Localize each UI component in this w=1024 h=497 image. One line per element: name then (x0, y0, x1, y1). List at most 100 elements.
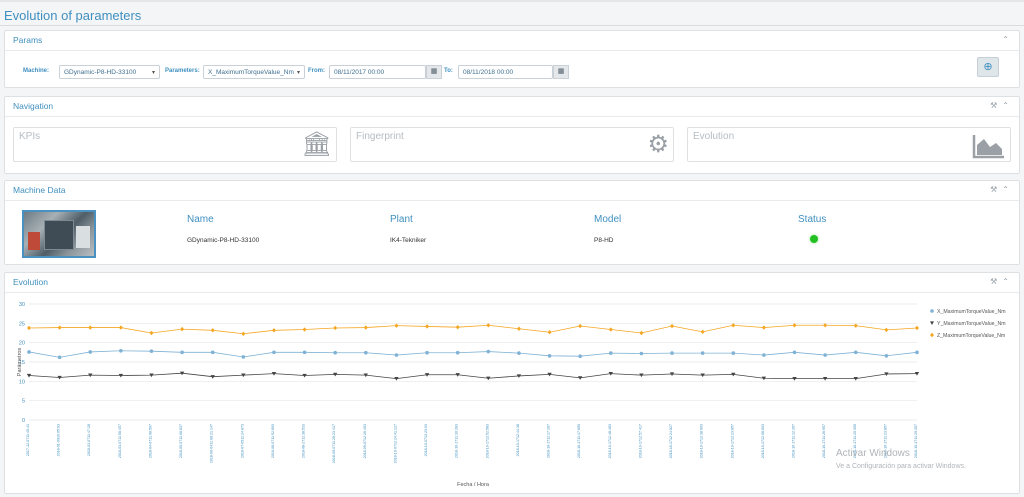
from-date-value: 08/11/2017 00:00 (334, 69, 385, 76)
data-point (210, 328, 215, 333)
wrench-icon[interactable]: ⚒ (990, 277, 998, 286)
params-header: Params ⌃ (5, 31, 1019, 51)
y-tick-label: 15 (19, 360, 25, 366)
data-point (731, 351, 736, 355)
evolution-chart: 0 5 10 15 20 25 30 2017-12-0711:45:41 2018-01-09… (17, 302, 1006, 488)
status-heading: Status (798, 214, 827, 225)
data-point (88, 350, 93, 354)
chevron-up-icon[interactable]: ⌃ (1002, 277, 1009, 286)
legend-label: X_MaximumTorqueValue_Nm (937, 309, 1006, 315)
machine-select[interactable]: GDynamic-P8-HD-33100 ▾ (59, 65, 160, 79)
navigation-header: Navigation ⚒ ⌃ (5, 97, 1019, 117)
data-point (302, 327, 307, 332)
data-point (669, 372, 675, 376)
data-point (547, 354, 552, 358)
data-point (700, 351, 705, 355)
data-point (822, 377, 828, 381)
top-divider (0, 0, 1024, 2)
data-point (149, 373, 154, 378)
chevron-up-icon[interactable]: ⌃ (1002, 35, 1009, 44)
data-point (578, 354, 582, 358)
data-point (241, 355, 246, 359)
x-tick-label: 2018-10-1711:29:357 (914, 424, 918, 458)
data-point (700, 373, 705, 378)
data-point (761, 325, 766, 330)
data-point (884, 372, 889, 376)
wrench-icon[interactable]: ⚒ (990, 185, 998, 194)
parameters-select[interactable]: X_MaximumTorqueValue_Nm ▾ (203, 65, 305, 79)
calendar-icon[interactable]: ▦ (426, 65, 442, 79)
data-point (823, 323, 828, 328)
calendar-icon[interactable]: ▦ (553, 65, 569, 79)
x-axis-title: Fecha / Hora (457, 482, 490, 488)
title-divider (0, 25, 1024, 26)
evolution-panel: Evolution ⚒ ⌃ 0 5 10 15 20 25 30 2017-12-0711:45… (4, 272, 1020, 494)
chevron-up-icon[interactable]: ⌃ (1002, 185, 1009, 194)
parameters-label: Parameters: (165, 68, 200, 74)
x-tick-label: 2018-10-0712:24:41:127 (393, 424, 397, 463)
data-point (700, 329, 705, 335)
x-tick-label: 2018-07-0511:24:873 (240, 424, 244, 458)
x-tick-label: 2018-02-0711:47:28 (87, 424, 91, 456)
data-point (363, 325, 368, 330)
x-tick-label: 2018-08-0711:52:893 (271, 424, 275, 458)
data-point (792, 350, 797, 355)
data-point (455, 325, 460, 330)
status-indicator (810, 235, 818, 243)
data-point (88, 325, 93, 330)
x-tick-label: 2018-10-1712:23:857 (730, 424, 734, 458)
windows-watermark: Activar Windows (836, 448, 910, 459)
data-point (57, 355, 62, 360)
plant-heading: Plant (390, 214, 413, 225)
data-point (792, 323, 797, 328)
data-point (118, 373, 124, 378)
x-tick-label: 2018-10-1711:17:650 (577, 424, 581, 458)
y-tick-label: 0 (22, 418, 25, 424)
navigation-title: Navigation (13, 101, 54, 111)
gears-icon: ⚙ (647, 131, 669, 158)
to-date-input[interactable]: 08/11/2018 00:00 (458, 65, 553, 79)
x-tick-label: 2018-10-1712:08:603 (761, 424, 765, 458)
from-date-input[interactable]: 08/11/2017 00:00 (329, 65, 426, 79)
data-point (57, 375, 62, 380)
legend-label: Y_MaximumTorqueValue_Nm (937, 321, 1006, 327)
zoom-in-icon[interactable]: ⊕ (977, 57, 999, 77)
evolution-title: Evolution (13, 277, 48, 287)
data-point (425, 324, 430, 329)
x-tick-label: 2018-10-1711:26:957 (822, 424, 826, 458)
data-point (364, 350, 368, 355)
data-point (425, 350, 429, 355)
nav-card-kpis[interactable]: KPIs 🏛 (13, 127, 337, 162)
data-point (26, 373, 32, 378)
data-point (272, 350, 276, 355)
x-tick-label: 2018-06-0411:08:21:147 (210, 424, 214, 463)
data-point (363, 373, 369, 378)
data-point (57, 325, 62, 330)
series-line (28, 372, 918, 380)
series-line (28, 324, 918, 335)
data-point (578, 323, 583, 329)
nav-card-evolution[interactable]: Evolution (687, 127, 1011, 162)
nav-card-fingerprint[interactable]: Fingerprint ⚙ (350, 127, 674, 162)
name-heading: Name (187, 214, 214, 225)
data-point (547, 372, 552, 377)
name-value: GDynamic-P8-HD-33100 (187, 237, 260, 244)
params-title: Params (13, 35, 43, 45)
wrench-icon[interactable]: ⚒ (990, 101, 998, 110)
data-point (302, 350, 307, 355)
data-point (608, 351, 613, 355)
data-point (516, 374, 522, 378)
y-tick-label: 10 (19, 379, 25, 385)
data-point (792, 377, 797, 381)
data-point (853, 323, 858, 328)
data-point (670, 351, 674, 355)
chevron-up-icon[interactable]: ⌃ (1002, 101, 1009, 110)
x-tick-label: 2018-10-1712:48:483 (608, 424, 612, 458)
data-point (333, 372, 338, 377)
data-point (853, 377, 858, 381)
data-point (731, 323, 736, 328)
data-point (88, 373, 93, 378)
data-point (516, 326, 521, 331)
y-tick-label: 5 (22, 399, 25, 405)
chevron-down-icon: ▾ (296, 70, 300, 76)
